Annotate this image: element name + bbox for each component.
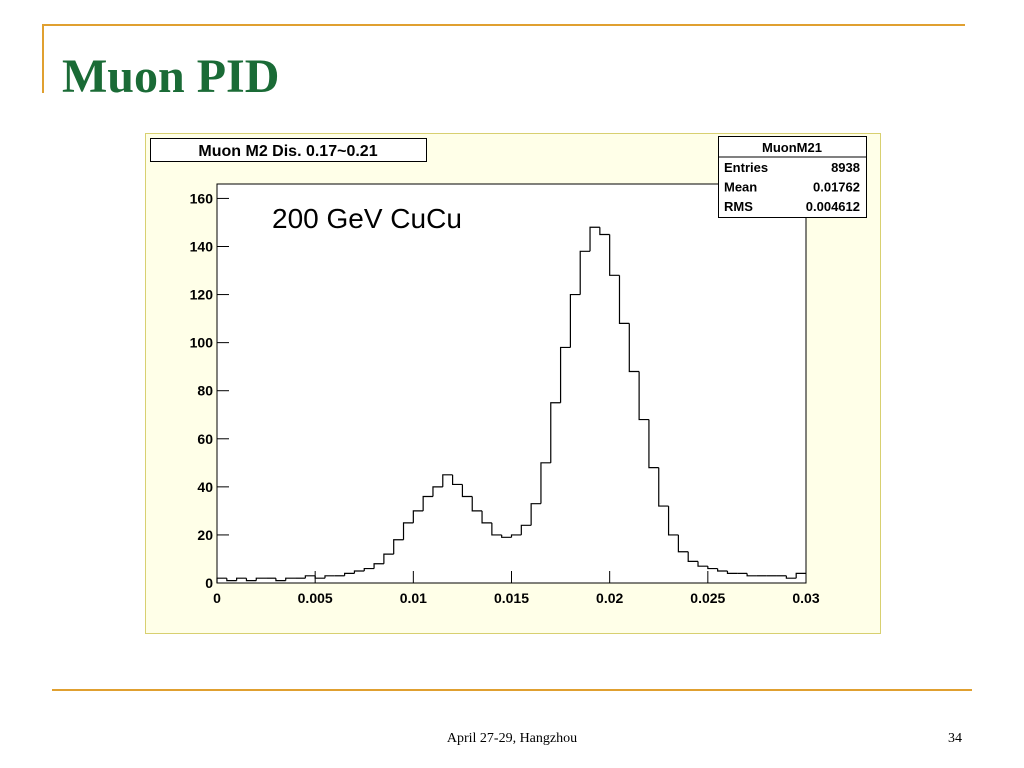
histogram-bar (491, 522, 502, 536)
histogram-bar (530, 503, 541, 526)
stats-label: Entries (724, 160, 768, 175)
histogram-bar (540, 462, 551, 504)
histogram-bar (344, 572, 355, 576)
x-tick-label: 0.025 (690, 590, 725, 606)
histogram-bar (618, 275, 630, 325)
footer: April 27-29, Hangzhou (447, 731, 577, 746)
histogram-bar (442, 474, 453, 487)
histogram-bar (707, 566, 718, 570)
histogram-bar (255, 577, 267, 581)
stats-value: 8938 (831, 160, 860, 175)
histogram-bar (510, 534, 522, 538)
histogram-bar (697, 561, 708, 567)
hist-title: Muon M2 Dis. 0.17~0.21 (198, 143, 377, 160)
y-tick-label: 60 (197, 431, 213, 447)
histogram-bar (599, 227, 610, 236)
y-tick-label: 160 (190, 190, 214, 206)
histogram-bar (648, 419, 659, 469)
histogram-bar (687, 551, 699, 562)
slide-title: Muon PID (62, 50, 279, 103)
histogram-bar (746, 573, 757, 577)
y-tick-label: 120 (190, 287, 214, 303)
histogram-bar (638, 371, 649, 421)
histogram-bar (324, 575, 335, 579)
histogram-bar (609, 234, 620, 276)
histogram-bar (726, 570, 738, 574)
histogram-bar (226, 578, 237, 582)
histogram-bar (393, 539, 404, 555)
stats-title: MuonM21 (762, 140, 822, 155)
histogram-bar (275, 578, 286, 582)
histogram-bar (667, 506, 679, 536)
histogram-bar (412, 510, 424, 523)
hist-title-box (150, 138, 427, 162)
histogram-bar (432, 486, 443, 497)
y-tick-label: 100 (190, 335, 214, 351)
histogram-bar (373, 563, 384, 569)
histogram-bar (452, 474, 463, 486)
stats-label: Mean (724, 180, 757, 195)
histogram-bar (314, 575, 325, 579)
plot-area (216, 183, 807, 584)
histogram-bar (501, 534, 512, 538)
x-tick-label: 0.015 (494, 590, 529, 606)
histogram-bar (383, 553, 394, 564)
stats-label: RMS (724, 199, 753, 214)
x-tick-label: 0 (213, 590, 221, 606)
x-tick-label: 0.03 (792, 590, 819, 606)
histogram-bar (677, 534, 689, 553)
histogram-bar (481, 510, 492, 524)
y-tick-label: 140 (190, 238, 214, 254)
y-tick-label: 40 (197, 479, 213, 495)
histogram-bar (628, 323, 640, 373)
histogram-bar (550, 402, 561, 463)
y-tick-label: 80 (197, 383, 213, 399)
histogram-bar (785, 575, 797, 579)
histogram-bar (795, 572, 806, 579)
histogram-bar (363, 567, 375, 571)
histogram-bar (402, 522, 414, 540)
histogram-bar (569, 293, 581, 348)
histogram-bar (520, 524, 532, 535)
stats-value: 0.004612 (806, 199, 860, 214)
x-tick-label: 0.01 (400, 590, 427, 606)
histogram-bar (559, 346, 571, 403)
y-tick-label: 0 (205, 575, 213, 591)
histogram-bar (717, 568, 728, 572)
stats-frame (718, 136, 867, 218)
histogram-bar (245, 578, 257, 582)
histogram-bar (422, 495, 433, 511)
stats-value: 0.01762 (813, 180, 860, 195)
y-tick-label: 20 (197, 527, 213, 543)
histogram-bar (285, 577, 296, 581)
x-tick-label: 0.02 (596, 590, 623, 606)
histogram-bar (304, 575, 316, 579)
stats-box: MuonM21 Entries 8938 Mean 0.01762 RMS 0.00461… (718, 136, 867, 218)
histogram-bar (461, 484, 473, 498)
histogram-bar (236, 577, 247, 581)
histogram-bar (589, 226, 600, 252)
histogram-bar (216, 577, 227, 583)
annotation: 200 GeV CuCu (272, 203, 462, 234)
x-tick-label: 0.005 (298, 590, 333, 606)
page-number: 34 (948, 731, 962, 746)
histogram-bar (353, 570, 365, 574)
histogram-bar (579, 250, 591, 295)
histogram-bar (658, 467, 669, 507)
histogram-bar (471, 496, 483, 512)
